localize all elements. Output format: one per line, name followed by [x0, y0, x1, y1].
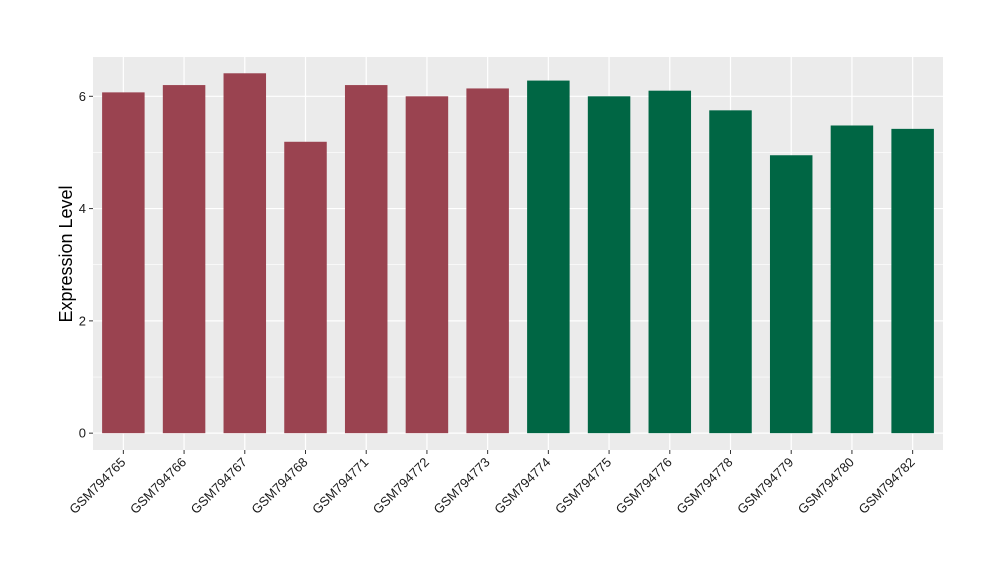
bar-GSM794776 — [648, 90, 692, 434]
x-tick-label: GSM794766 — [127, 455, 189, 517]
bar-GSM794782 — [891, 128, 934, 434]
y-axis: 0 2 4 6 — [79, 89, 93, 441]
x-tick-label: GSM794765 — [66, 455, 128, 517]
y-axis-label: Expression Level — [56, 185, 76, 322]
x-tick-label: GSM794776 — [613, 455, 675, 517]
bar-GSM794771 — [344, 85, 388, 434]
bar-GSM794765 — [102, 92, 145, 434]
bar-GSM794774 — [527, 80, 570, 434]
plot-panel — [93, 57, 943, 450]
x-tick-label: GSM794778 — [673, 455, 735, 517]
x-tick-label: GSM794779 — [734, 455, 796, 517]
bar-GSM794775 — [587, 96, 631, 434]
bar-GSM794779 — [769, 155, 813, 434]
y-tick-label: 4 — [79, 201, 86, 216]
x-tick-label: GSM794771 — [309, 455, 371, 517]
x-tick-label: GSM794772 — [370, 455, 432, 517]
bars — [102, 73, 934, 434]
y-tick-label: 2 — [79, 313, 86, 328]
bar-GSM794766 — [162, 85, 206, 434]
y-tick-label: 6 — [79, 89, 86, 104]
bar-GSM794780 — [830, 125, 874, 434]
bar-GSM794773 — [466, 88, 509, 434]
bar-GSM794778 — [709, 110, 752, 434]
x-tick-label: GSM794773 — [431, 455, 493, 517]
x-tick-label: GSM794780 — [795, 455, 857, 517]
x-tick-label: GSM794775 — [552, 455, 614, 517]
x-axis: GSM794765GSM794766GSM794767GSM794768GSM7… — [66, 450, 918, 517]
x-tick-label: GSM794782 — [856, 455, 918, 517]
bar-GSM794768 — [284, 141, 327, 434]
y-tick-label: 0 — [79, 426, 86, 441]
x-tick-label: GSM794768 — [248, 455, 310, 517]
x-tick-label: GSM794767 — [188, 455, 250, 517]
bar-GSM794772 — [405, 96, 449, 434]
bar-GSM794767 — [223, 73, 267, 434]
x-tick-label: GSM794774 — [491, 455, 553, 517]
